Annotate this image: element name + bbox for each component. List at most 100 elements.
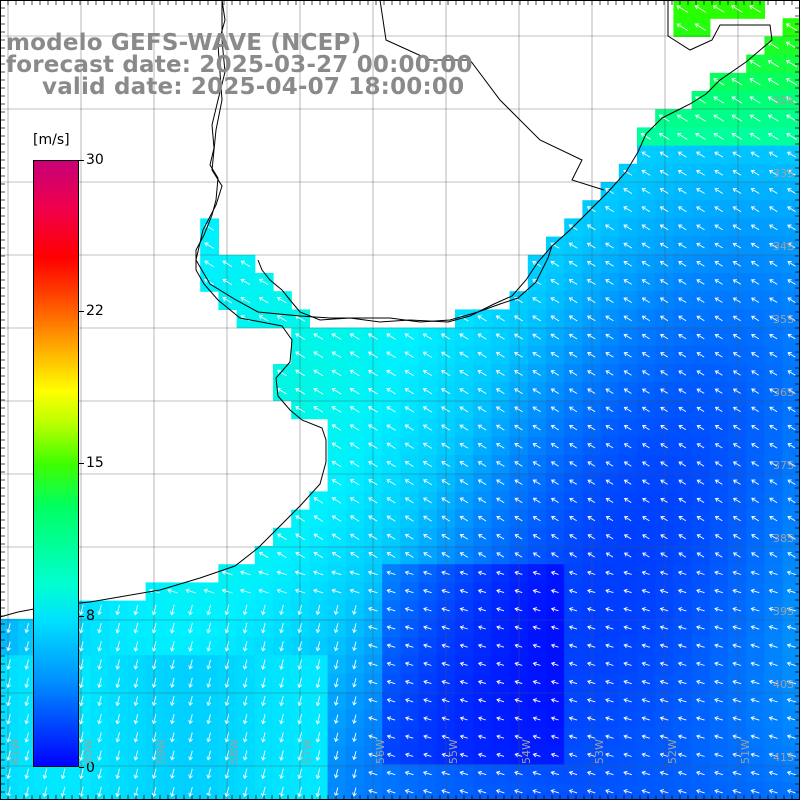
wind-arrow-head [532, 370, 537, 375]
wind-arrow [423, 406, 433, 413]
wind-arrow [423, 662, 432, 666]
wind-arrow-head [568, 570, 574, 576]
wind-arrow [25, 695, 29, 706]
wind-arrow-head [568, 770, 574, 776]
wind-arrow [696, 790, 705, 794]
wind-arrow-head [242, 629, 248, 634]
wind-arrow-head [224, 792, 230, 798]
wind-arrow [697, 443, 705, 449]
wind-arrow [787, 516, 796, 522]
wind-arrow-head [496, 661, 501, 667]
wind-arrow-head [422, 333, 428, 338]
wind-arrow [496, 497, 505, 504]
wind-arrow-head [659, 679, 665, 685]
wind-arrow [496, 534, 505, 540]
wind-arrow [350, 370, 360, 377]
wind-arrow-head [441, 479, 446, 484]
wind-arrow-head [623, 406, 629, 411]
wind-arrow [186, 589, 197, 594]
wind-arrow-head [331, 515, 337, 520]
wind-arrow [80, 659, 84, 670]
wind-arrow-head [769, 279, 774, 284]
wind-arrow-head [732, 315, 738, 320]
wind-arrow-head [732, 461, 738, 466]
wind-arrow [353, 696, 357, 706]
wind-arrow-head [532, 333, 537, 338]
wind-arrow-head [713, 132, 718, 137]
wind-arrow [225, 786, 230, 797]
wind-arrow-head [550, 279, 555, 284]
wind-arrow-head [750, 661, 755, 667]
wind-arrow [731, 114, 743, 122]
wind-arrow-head [532, 588, 538, 594]
wind-arrow [751, 170, 760, 176]
wind-arrow [298, 750, 302, 761]
wind-arrow [460, 790, 469, 794]
wind-arrow-head [605, 279, 610, 284]
wind-arrow [769, 479, 778, 485]
wind-arrow [660, 680, 669, 685]
wind-arrow-head [514, 588, 519, 594]
wind-arrow [786, 96, 797, 104]
wind-arrow-head [477, 770, 483, 776]
wind-arrow [405, 479, 414, 486]
wind-arrow-head [732, 697, 737, 703]
wind-arrow-head [769, 370, 774, 375]
wind-arrow-head [767, 96, 773, 101]
wind-arrow [678, 790, 687, 794]
wind-arrow [678, 224, 687, 231]
wind-arrow-head [696, 242, 701, 247]
wind-arrow [353, 714, 357, 724]
wind-arrow [478, 680, 487, 685]
wind-arrow [404, 406, 415, 413]
wind-arrow [259, 297, 269, 304]
wind-cell [782, 18, 800, 37]
wind-arrow [478, 552, 487, 558]
wind-arrow [332, 479, 342, 486]
wind-arrow-head [240, 260, 245, 265]
wind-arrow-head [678, 261, 683, 266]
wind-arrow [262, 677, 266, 688]
wind-arrow [423, 735, 432, 739]
wind-arrow-head [313, 588, 318, 594]
wind-arrow [280, 768, 284, 779]
wind-arrow-head [677, 789, 683, 794]
wind-arrow [80, 695, 84, 706]
wind-arrow-head [441, 424, 446, 429]
wind-arrow [441, 406, 451, 413]
wind-arrow-head [623, 206, 628, 211]
wind-arrow-head [133, 720, 139, 725]
wind-arrow [751, 571, 760, 575]
wind-arrow [660, 699, 669, 703]
wind-arrow-head [641, 297, 647, 302]
wind-arrow [116, 786, 120, 797]
wind-arrow-head [787, 552, 792, 557]
wind-arrow-head [331, 424, 336, 429]
wind-arrow [514, 388, 523, 395]
wind-arrow-head [79, 792, 84, 798]
wind-arrow-head [532, 679, 538, 685]
wind-arrow [423, 443, 433, 449]
wind-arrow [387, 699, 396, 703]
wind-arrow-head [404, 369, 409, 374]
wind-arrow [98, 641, 102, 652]
wind-arrow [423, 461, 433, 467]
wind-arrow-head [660, 516, 665, 521]
wind-arrow-head [79, 610, 84, 616]
wind-arrow [316, 641, 321, 651]
wind-arrow-head [404, 661, 410, 667]
wind-arrow [587, 552, 596, 558]
wind-arrow-head [751, 515, 756, 520]
wind-arrow-head [240, 588, 245, 594]
lat-label-39s: 39S [773, 605, 794, 618]
wind-arrow-head [550, 443, 556, 448]
wind-arrow [313, 497, 324, 504]
wind-arrow [496, 424, 505, 431]
wind-arrow-head [188, 611, 193, 616]
wind-arrow-head [115, 720, 121, 725]
wind-arrow-head [787, 406, 792, 411]
wind-arrow [368, 717, 378, 721]
wind-arrow-head [459, 442, 464, 447]
wind-arrow-head [297, 774, 303, 780]
